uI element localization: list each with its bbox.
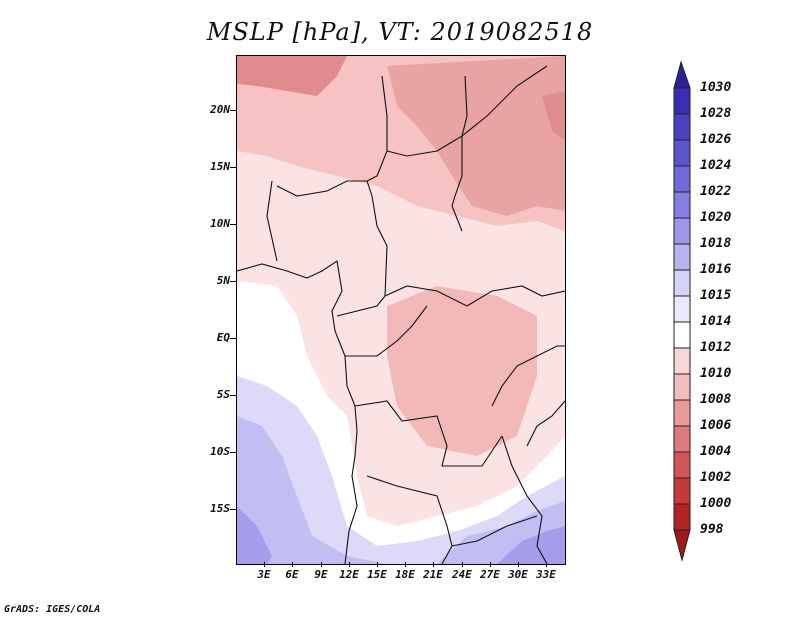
lon-label-30e: 30E [508, 568, 528, 581]
colorbar-label: 998 [700, 522, 724, 537]
colorbar-label: 1020 [700, 210, 732, 225]
country-borders [237, 65, 565, 564]
lon-tick [433, 562, 434, 567]
lat-tick [230, 395, 236, 396]
colorbar-bin [673, 269, 691, 297]
colorbar-bin [673, 139, 691, 167]
lon-tick [321, 562, 322, 567]
lon-label-24e: 24E [452, 568, 472, 581]
pressure-field-map [237, 56, 565, 564]
colorbar-bin [673, 113, 691, 141]
lon-label-12e: 12E [339, 568, 359, 581]
colorbar-bin [673, 399, 691, 427]
lat-tick [230, 338, 236, 339]
lat-label-5s: 5S [216, 388, 230, 401]
lon-label-18e: 18E [395, 568, 415, 581]
colorbar-label: 1004 [700, 444, 732, 459]
colorbar-label: 1006 [700, 418, 732, 433]
lat-tick [230, 452, 236, 453]
colorbar-label: 1022 [700, 184, 732, 199]
colorbar-label: 1014 [700, 314, 732, 329]
footer-credit: GrADS: IGES/COLA [4, 604, 101, 615]
lon-tick [292, 562, 293, 567]
colorbar-label: 1010 [700, 366, 732, 381]
lon-label-6e: 6E [285, 568, 299, 581]
field-1015 [237, 376, 565, 564]
field-1008-ne [387, 56, 565, 216]
lon-tick [462, 562, 463, 567]
lon-label-33e: 33E [536, 568, 556, 581]
colorbar-top-arrow [673, 60, 691, 89]
colorbar-bin [673, 321, 691, 349]
colorbar-label: 1028 [700, 106, 732, 121]
colorbar-label: 1016 [700, 262, 732, 277]
lat-tick [230, 509, 236, 510]
colorbar-bin [673, 373, 691, 401]
lon-label-21e: 21E [423, 568, 443, 581]
field-1016-sw [237, 416, 387, 564]
colorbar-graphic [673, 60, 691, 562]
lon-tick [349, 562, 350, 567]
field-1010-basin [387, 286, 537, 456]
lon-label-15e: 15E [367, 568, 387, 581]
colorbar-bottom-arrow [673, 529, 691, 562]
lon-tick [405, 562, 406, 567]
colorbar-label: 1008 [700, 392, 732, 407]
lat-tick [230, 167, 236, 168]
field-1018-se [497, 526, 565, 564]
lat-label-5n: 5N [216, 274, 230, 287]
map-panel [236, 55, 566, 565]
colorbar-bin [673, 451, 691, 479]
lon-tick [264, 562, 265, 567]
colorbar-bin [673, 425, 691, 453]
colorbar-label: 1012 [700, 340, 732, 355]
colorbar-bin [673, 243, 691, 271]
colorbar-bin [673, 217, 691, 245]
colorbar-label: 1030 [700, 80, 732, 95]
colorbar-label: 1026 [700, 132, 732, 147]
lat-tick [230, 224, 236, 225]
lon-tick [546, 562, 547, 567]
lat-label-15s: 15S [210, 502, 230, 515]
lat-label-10s: 10S [210, 445, 230, 458]
lat-tick [230, 110, 236, 111]
colorbar-label: 1000 [700, 496, 732, 511]
colorbar-label: 1015 [700, 288, 732, 303]
lat-tick [230, 281, 236, 282]
lon-label-3e: 3E [257, 568, 271, 581]
lat-label-eq: EQ [216, 331, 230, 344]
colorbar-label: 1018 [700, 236, 732, 251]
chart-title: MSLP [hPa], VT: 2019082518 [206, 18, 594, 46]
lon-tick [518, 562, 519, 567]
field-1006-nw [237, 56, 347, 96]
colorbar-bin [673, 503, 691, 531]
lat-label-20n: 20N [210, 103, 230, 116]
field-1018-sw [237, 506, 272, 564]
colorbar-label: 1002 [700, 470, 732, 485]
lon-label-27e: 27E [480, 568, 500, 581]
colorbar-bin [673, 295, 691, 323]
field-1006-ne [542, 91, 565, 141]
lon-tick [377, 562, 378, 567]
lat-label-15n: 15N [210, 160, 230, 173]
lon-tick [490, 562, 491, 567]
colorbar-bin [673, 191, 691, 219]
lat-label-10n: 10N [210, 217, 230, 230]
colorbar-bin [673, 347, 691, 375]
lon-label-9e: 9E [314, 568, 328, 581]
colorbar-bin [673, 87, 691, 115]
colorbar-bin [673, 477, 691, 505]
colorbar-bin [673, 165, 691, 193]
colorbar-label: 1024 [700, 158, 732, 173]
